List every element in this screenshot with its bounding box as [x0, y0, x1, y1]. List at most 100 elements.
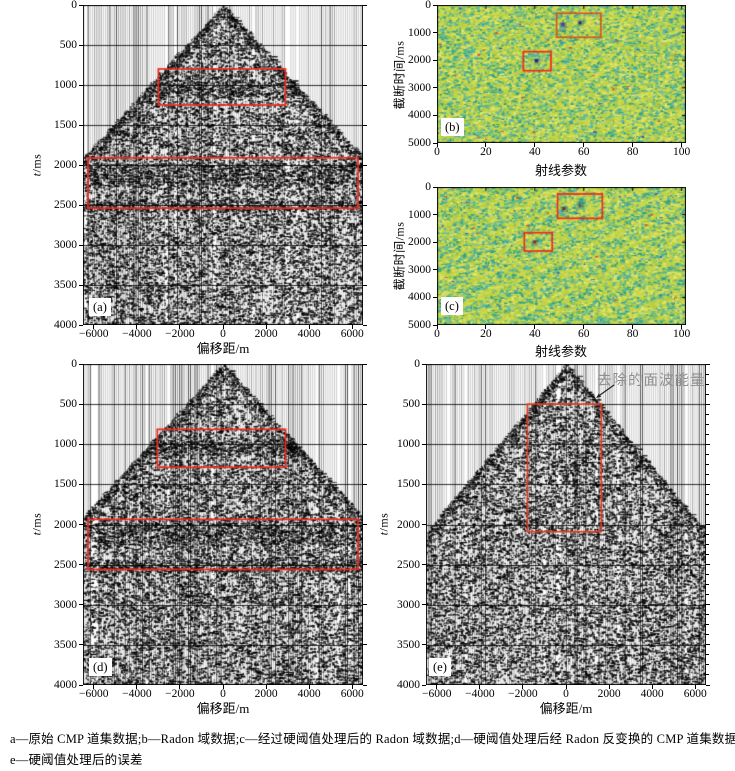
y-tick-mark	[79, 124, 83, 126]
y-tick-mark-right	[363, 124, 367, 126]
y-minor-tick-mark	[706, 544, 709, 546]
x-tick-mark	[136, 325, 138, 329]
y-tick-mark	[433, 296, 437, 298]
panel-d-y-axis-variable: t	[29, 531, 44, 536]
y-tick-label: 2000	[408, 54, 431, 67]
y-tick-label: 3000	[408, 81, 431, 94]
y-tick-mark-right	[363, 244, 367, 246]
y-tick-mark	[433, 142, 437, 144]
x-tick-label: 60	[578, 146, 590, 158]
panel-e-y-axis-variable: t	[376, 531, 391, 536]
y-tick-label: 1000	[408, 208, 431, 221]
x-tick-label: −2000	[165, 688, 195, 700]
x-tick-label: 2000	[254, 328, 278, 340]
y-tick-mark-right	[363, 524, 367, 525]
y-tick-label: 4000	[54, 679, 77, 691]
y-tick-label: 4000	[54, 319, 77, 331]
y-tick-mark-right	[706, 564, 710, 566]
x-tick-label: 100	[672, 328, 691, 340]
y-tick-label: 2000	[54, 159, 77, 171]
y-minor-tick-mark	[706, 513, 709, 515]
x-tick-label: 20	[480, 146, 492, 158]
panel-a-letter: (a)	[89, 298, 111, 316]
y-tick-label: 3000	[397, 598, 420, 611]
panel-d-y-axis-label: t/ms	[30, 513, 45, 536]
y-tick-mark	[422, 564, 426, 566]
y-tick-label: 0	[71, 358, 77, 370]
y-tick-mark-right	[706, 604, 710, 606]
x-tick-label: 40	[529, 328, 541, 340]
y-minor-tick-mark	[706, 493, 709, 495]
x-tick-label: −6000	[79, 328, 109, 340]
y-tick-mark-right	[363, 363, 367, 365]
x-tick-label: 0	[220, 328, 226, 340]
y-tick-mark	[433, 59, 437, 61]
y-tick-mark	[79, 684, 83, 686]
y-tick-mark	[79, 403, 83, 405]
y-minor-tick-mark	[706, 654, 709, 656]
y-tick-label: 1500	[54, 478, 77, 491]
x-tick-label: 6000	[340, 688, 364, 700]
y-tick-label: 2500	[397, 558, 420, 571]
x-tick-label: 0	[563, 688, 569, 700]
y-tick-label: 0	[71, 0, 77, 11]
x-tick-label: 4000	[640, 688, 664, 700]
y-tick-mark	[433, 114, 437, 116]
x-tick-mark	[308, 685, 310, 689]
x-tick-mark	[485, 143, 487, 147]
y-tick-mark-right	[363, 684, 367, 686]
y-tick-label: 3500	[54, 638, 77, 651]
x-tick-mark	[436, 143, 438, 147]
x-tick-mark	[436, 325, 438, 329]
y-tick-mark	[433, 32, 437, 34]
panel-a-y-axis-variable: t	[29, 172, 44, 177]
y-minor-tick-mark	[706, 423, 709, 425]
annotation-arrow-icon	[596, 384, 615, 398]
x-tick-mark	[694, 685, 696, 689]
panel-e-y-axis-unit: /ms	[376, 512, 391, 532]
panel-b-plot-canvas	[437, 5, 686, 143]
y-tick-label: 1000	[54, 438, 77, 451]
x-tick-mark	[93, 325, 95, 329]
x-tick-mark	[308, 325, 310, 329]
x-tick-mark	[565, 685, 567, 689]
panel-e-annotation: 去除的面波能量	[597, 373, 706, 389]
y-tick-mark-right	[363, 564, 367, 566]
y-minor-tick-mark	[706, 413, 709, 415]
x-tick-label: −6000	[422, 688, 452, 700]
x-tick-mark	[583, 143, 585, 147]
x-tick-label: −4000	[122, 688, 152, 700]
x-tick-label: −2000	[165, 328, 195, 340]
y-tick-mark	[433, 4, 437, 6]
y-tick-label: 1500	[397, 478, 420, 491]
y-tick-label: 0	[414, 358, 420, 370]
y-tick-label: 3500	[397, 638, 420, 651]
y-minor-tick-mark	[706, 433, 709, 435]
panel-c-x-axis-label: 射线参数	[534, 344, 588, 359]
y-tick-mark-right	[706, 524, 710, 525]
y-tick-mark-right	[706, 483, 710, 485]
x-tick-mark	[681, 143, 683, 147]
x-tick-mark	[479, 685, 481, 689]
y-tick-label: 0	[425, 181, 431, 193]
x-tick-mark	[608, 685, 610, 689]
x-tick-label: 20	[480, 328, 492, 340]
x-tick-mark	[651, 685, 653, 689]
y-tick-label: 1000	[408, 26, 431, 39]
y-minor-tick-mark	[706, 624, 709, 626]
panel-a-plot-canvas	[83, 5, 363, 325]
panel-b-x-axis-label: 射线参数	[534, 163, 588, 178]
x-tick-mark	[681, 325, 683, 329]
x-tick-mark	[534, 325, 536, 329]
y-tick-mark	[422, 403, 426, 405]
x-tick-mark	[632, 143, 634, 147]
x-tick-mark	[179, 325, 181, 329]
panel-c-letter: (c)	[441, 297, 463, 315]
y-tick-mark-right	[706, 443, 710, 445]
x-tick-label: −2000	[508, 688, 538, 700]
x-tick-label: 6000	[340, 328, 364, 340]
y-tick-mark	[433, 324, 437, 326]
y-tick-label: 2500	[54, 199, 77, 211]
y-tick-mark-right	[363, 44, 367, 46]
